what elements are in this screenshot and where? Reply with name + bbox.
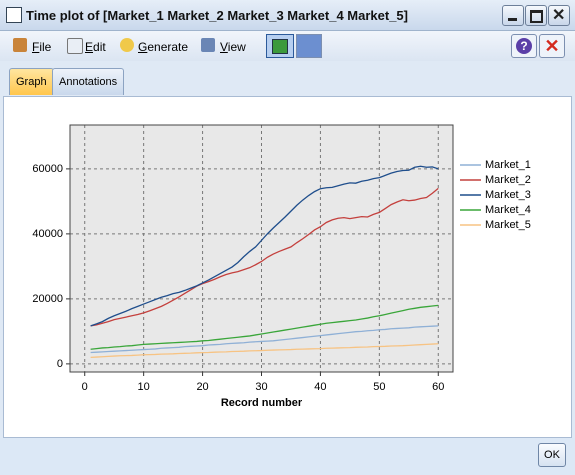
y-tick-label: 0 [57, 358, 63, 370]
bottom-bar [0, 438, 575, 475]
ok-button[interactable]: OK [538, 443, 566, 467]
close-tool-button[interactable]: ✕ [539, 34, 565, 58]
series-line [90, 304, 439, 350]
maximize-button[interactable] [525, 5, 547, 26]
x-tick-label: 20 [196, 381, 208, 393]
legend-label: Market_5 [485, 219, 531, 231]
x-tick-label: 50 [373, 381, 385, 393]
x-tick-label: 60 [432, 381, 444, 393]
close-button[interactable]: ✕ [548, 5, 570, 26]
help-button[interactable]: ? [511, 34, 537, 58]
y-tick-label: 40000 [32, 228, 63, 240]
menu-generate[interactable]: Generate [138, 40, 189, 54]
series-line [90, 343, 439, 359]
menu-file[interactable]: File [32, 40, 52, 54]
series-line [90, 187, 439, 327]
x-axis-label: Record number [221, 397, 303, 409]
tab-graph[interactable]: Graph [9, 68, 54, 95]
window-icon [6, 7, 22, 23]
tab-annotations[interactable]: Annotations [52, 68, 125, 95]
edit-icon [67, 38, 83, 54]
toolbar: File Edit Generate View ? ✕ [0, 31, 575, 61]
table-view-button[interactable] [266, 34, 294, 58]
file-icon [13, 38, 27, 52]
x-tick-label: 10 [138, 381, 150, 393]
sort-button[interactable] [296, 34, 322, 58]
x-tick-label: 40 [314, 381, 326, 393]
legend-label: Market_4 [485, 204, 531, 216]
menu-view[interactable]: View [220, 40, 246, 54]
legend-label: Market_2 [485, 174, 531, 186]
minimize-button[interactable] [502, 5, 524, 26]
legend-label: Market_3 [485, 189, 531, 201]
x-tick-label: 30 [255, 381, 267, 393]
series-line [90, 165, 439, 327]
y-tick-label: 60000 [32, 163, 63, 175]
view-icon [201, 38, 215, 52]
legend-label: Market_1 [485, 159, 531, 171]
tab-row: Graph Annotations [0, 62, 575, 96]
generate-icon [120, 38, 134, 52]
window-title: Time plot of [Market_1 Market_2 Market_3… [26, 8, 408, 23]
menu-edit[interactable]: Edit [85, 40, 106, 54]
title-bar: Time plot of [Market_1 Market_2 Market_3… [0, 0, 575, 31]
y-tick-label: 20000 [32, 293, 63, 305]
series-line [90, 325, 439, 354]
plot-border [69, 124, 454, 373]
x-tick-label: 0 [82, 381, 88, 393]
